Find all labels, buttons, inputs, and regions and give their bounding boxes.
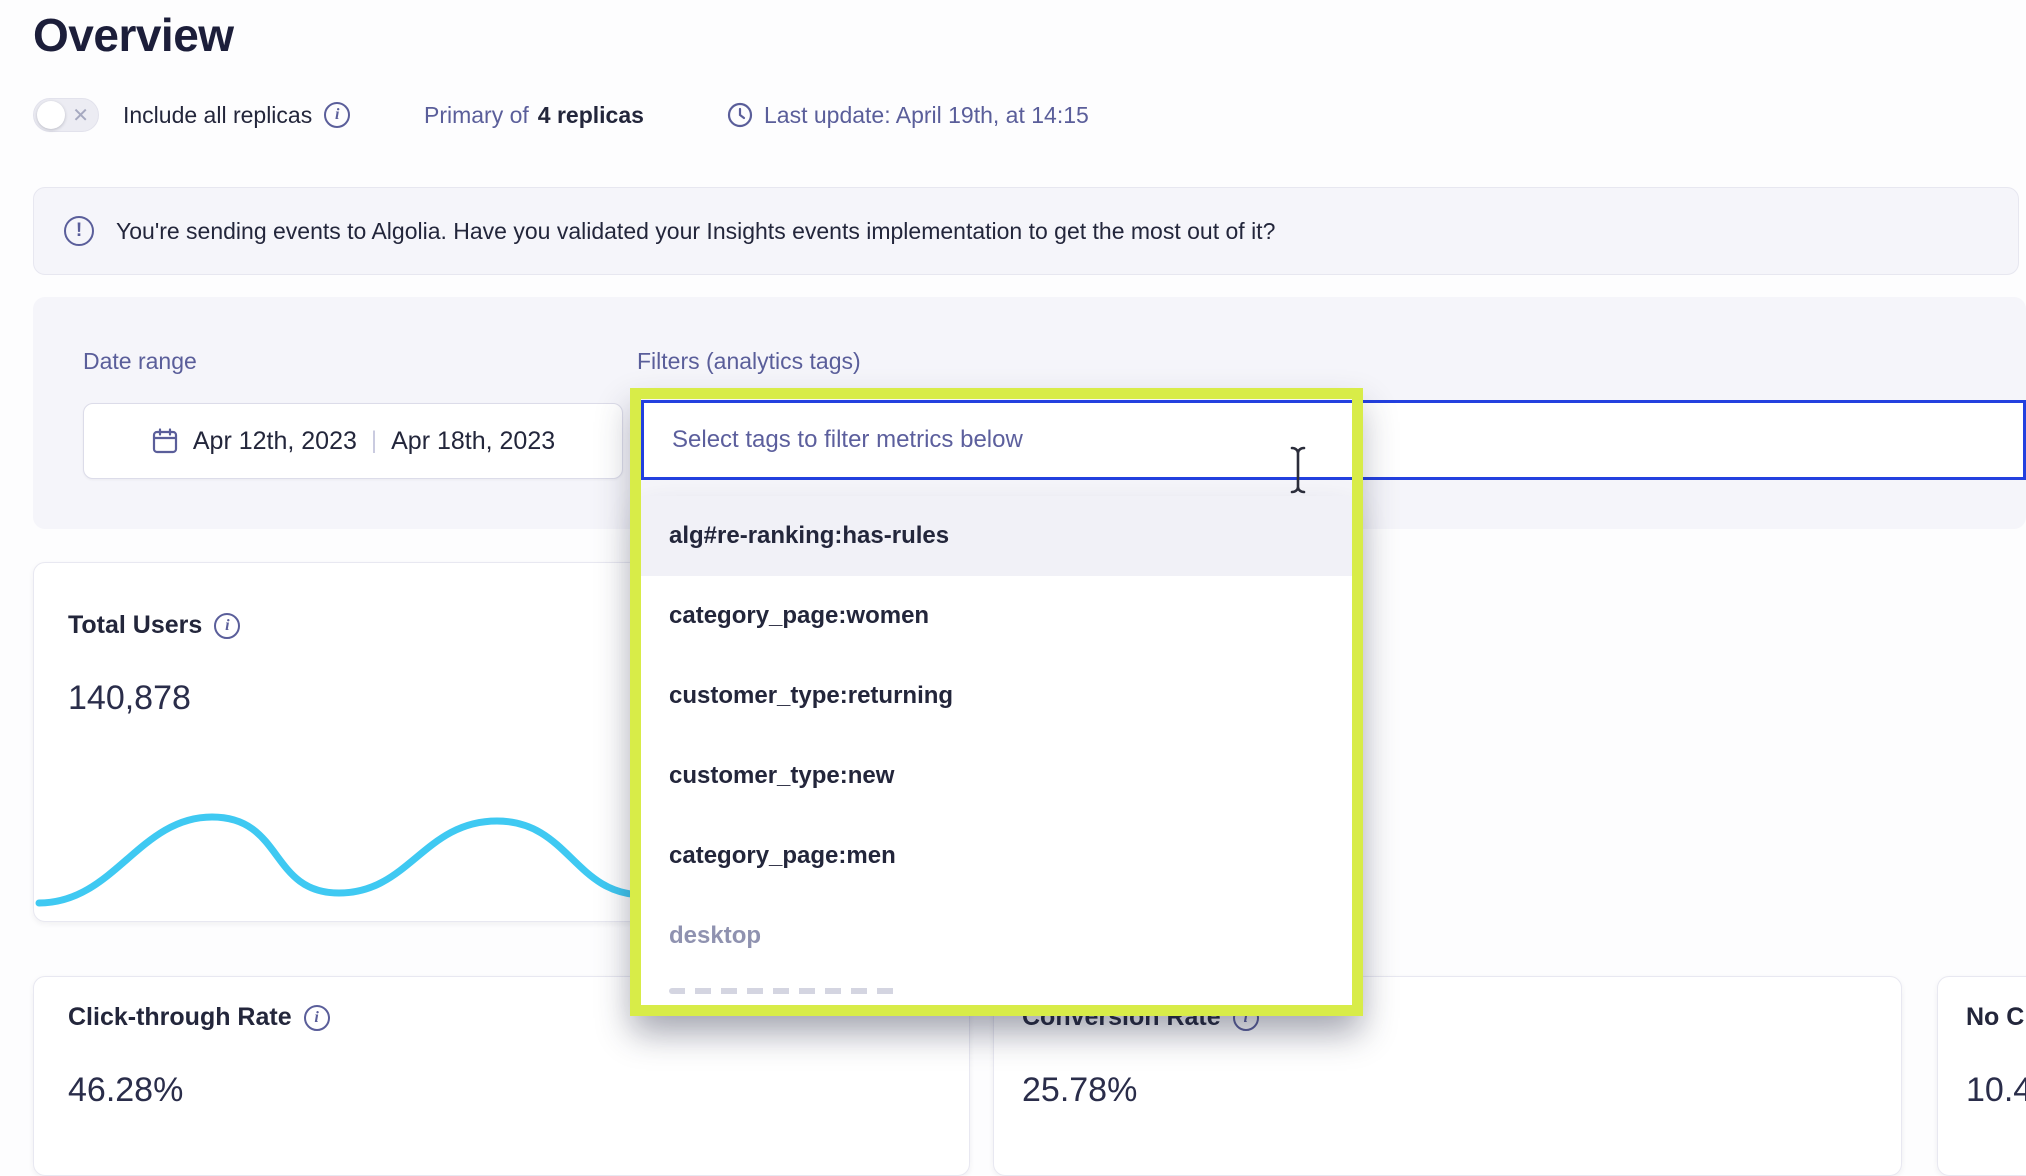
- click-through-rate-card: Click-through Rate i 46.28%: [33, 976, 970, 1176]
- text-cursor-icon: [1286, 445, 1310, 495]
- no-clicks-value: 10.4: [1966, 1071, 2026, 1109]
- conversion-label: Conversion Rate: [1022, 1003, 1221, 1031]
- dropdown-item[interactable]: category_page:women: [669, 602, 930, 629]
- no-clicks-card: No C 10.4: [1937, 976, 2026, 1176]
- dropdown-item[interactable]: customer_type:new: [669, 762, 895, 789]
- replicas-count: 4 replicas: [537, 101, 644, 128]
- last-update-text: Last update: April 19th, at 14:15: [764, 101, 1089, 128]
- total-users-value: 140,878: [68, 679, 191, 717]
- date-range-label: Date range: [83, 348, 197, 374]
- info-icon[interactable]: i: [324, 102, 351, 128]
- date-range-input[interactable]: Apr 12th, 2023 | Apr 18th, 2023: [83, 403, 623, 479]
- info-icon[interactable]: i: [1232, 1004, 1259, 1031]
- page-title: Overview: [33, 9, 234, 61]
- banner-message: You're sending events to Algolia. Have y…: [116, 217, 1276, 244]
- date-start: Apr 12th, 2023: [192, 426, 357, 455]
- ctr-title: Click-through Rate i: [68, 1003, 330, 1032]
- dropdown-item[interactable]: category_page:men: [669, 842, 896, 869]
- replicas-toggle-group: ✕ Include all replicas i: [33, 96, 351, 134]
- no-clicks-label: No C: [1966, 1003, 2025, 1031]
- alert-circle-icon: !: [64, 216, 94, 246]
- no-clicks-title: No C: [1966, 1003, 2024, 1032]
- header-meta-row: ✕ Include all replicas i Primary of 4 re…: [0, 96, 2026, 134]
- dropdown-clipped-item: [669, 988, 899, 994]
- ctr-label: Click-through Rate: [68, 1003, 292, 1031]
- toggle-label: Include all replicas: [123, 101, 313, 128]
- tags-filter-label: Filters (analytics tags): [637, 348, 861, 374]
- conversion-title: Conversion Rate i: [1022, 1003, 1259, 1032]
- primary-replicas-group: Primary of 4 replicas: [424, 96, 644, 134]
- events-banner: ! You're sending events to Algolia. Have…: [33, 187, 2019, 275]
- ctr-value: 46.28%: [68, 1071, 184, 1109]
- dropdown-item[interactable]: alg#re-ranking:has-rules: [641, 496, 1352, 576]
- info-icon[interactable]: i: [303, 1004, 330, 1031]
- include-replicas-toggle[interactable]: ✕: [33, 98, 99, 132]
- toggle-off-x-icon: ✕: [72, 105, 89, 127]
- primary-of-text: Primary of: [424, 101, 529, 128]
- clock-icon: [727, 102, 753, 128]
- dropdown-item[interactable]: customer_type:returning: [669, 682, 954, 709]
- date-separator: |: [370, 427, 378, 454]
- tags-dropdown: alg#re-ranking:has-rules category_page:w…: [641, 496, 1352, 1006]
- tags-filter-input[interactable]: [641, 400, 2026, 480]
- info-icon[interactable]: i: [214, 612, 241, 639]
- dropdown-item[interactable]: desktop: [669, 922, 762, 949]
- overview-page: Overview ✕ Include all replicas i Primar…: [0, 9, 2026, 1176]
- calendar-icon: [152, 428, 177, 454]
- date-end: Apr 18th, 2023: [391, 426, 556, 455]
- toggle-knob: [37, 101, 65, 129]
- conversion-rate-card: Conversion Rate i 25.78%: [993, 976, 1902, 1176]
- total-users-title: Total Users i: [68, 611, 241, 640]
- last-update-group: Last update: April 19th, at 14:15: [727, 96, 1089, 134]
- total-users-label: Total Users: [68, 611, 203, 639]
- conversion-value: 25.78%: [1022, 1071, 1138, 1109]
